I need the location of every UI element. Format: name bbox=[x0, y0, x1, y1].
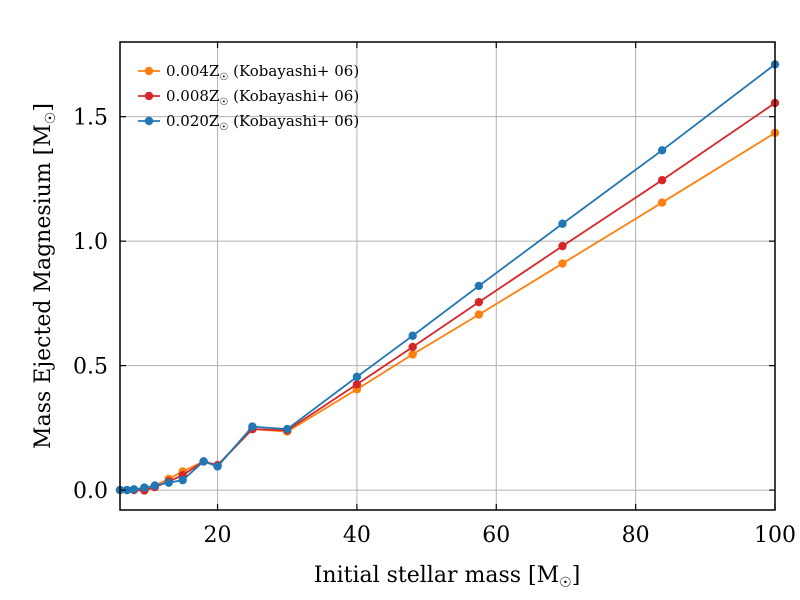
data-point bbox=[352, 372, 362, 382]
data-point bbox=[474, 310, 484, 319]
data-point bbox=[283, 424, 292, 434]
series-2 bbox=[115, 60, 780, 495]
legend-entry: 0.004Z☉ (Kobayashi+ 06) bbox=[138, 62, 359, 83]
data-point bbox=[408, 350, 417, 359]
ticks: 20 40 60 80 100 0.0 0.5 1.0 1.5 bbox=[73, 42, 796, 548]
data-point bbox=[199, 457, 208, 466]
series-line bbox=[120, 102, 776, 492]
data-point bbox=[129, 485, 139, 494]
series-0 bbox=[115, 128, 780, 495]
legend-label: 0.004Z☉ (Kobayashi+ 06) bbox=[166, 62, 359, 83]
data-point bbox=[150, 481, 160, 490]
data-point bbox=[352, 380, 362, 389]
data-point bbox=[213, 462, 222, 471]
y-axis-label: Mass Ejected Magnesium [M☉] bbox=[31, 103, 59, 449]
legend-label: 0.008Z☉ (Kobayashi+ 06) bbox=[166, 87, 359, 108]
data-point bbox=[408, 342, 417, 352]
data-point bbox=[558, 259, 567, 268]
y-tick-label: 0.0 bbox=[73, 479, 108, 504]
data-point bbox=[122, 485, 132, 495]
data-point bbox=[657, 198, 667, 207]
x-tick-label: 80 bbox=[622, 523, 650, 548]
legend: 0.004Z☉ (Kobayashi+ 06) 0.008Z☉ (Kobayash… bbox=[138, 62, 359, 133]
data-point bbox=[164, 478, 173, 487]
data-point bbox=[178, 475, 187, 485]
legend-label: 0.020Z☉ (Kobayashi+ 06) bbox=[166, 112, 359, 133]
data-point bbox=[248, 422, 257, 431]
x-tick-label: 100 bbox=[754, 523, 796, 548]
plot-frame bbox=[119, 41, 776, 511]
series-line bbox=[120, 132, 776, 491]
data-point bbox=[558, 219, 567, 228]
x-tick-label: 40 bbox=[343, 523, 371, 548]
data-point bbox=[140, 483, 149, 492]
data-point bbox=[558, 241, 567, 251]
x-tick-label: 60 bbox=[482, 523, 510, 548]
series-1 bbox=[115, 98, 780, 495]
x-axis-label: Initial stellar mass [M☉] bbox=[314, 563, 581, 591]
legend-entry: 0.020Z☉ (Kobayashi+ 06) bbox=[138, 112, 359, 133]
legend-marker bbox=[144, 91, 154, 101]
x-tick-label: 20 bbox=[204, 523, 232, 548]
y-tick-label: 0.5 bbox=[73, 355, 108, 380]
data-point bbox=[408, 331, 417, 340]
data-point bbox=[657, 175, 667, 185]
data-point bbox=[474, 281, 484, 291]
y-tick-label: 1.5 bbox=[73, 106, 108, 131]
series-layer bbox=[115, 60, 780, 495]
y-tick-label: 1.0 bbox=[73, 230, 108, 255]
legend-marker bbox=[144, 66, 154, 76]
data-point bbox=[657, 146, 667, 155]
data-point bbox=[474, 297, 484, 307]
legend-marker bbox=[144, 116, 154, 126]
legend-entry: 0.008Z☉ (Kobayashi+ 06) bbox=[138, 87, 359, 108]
